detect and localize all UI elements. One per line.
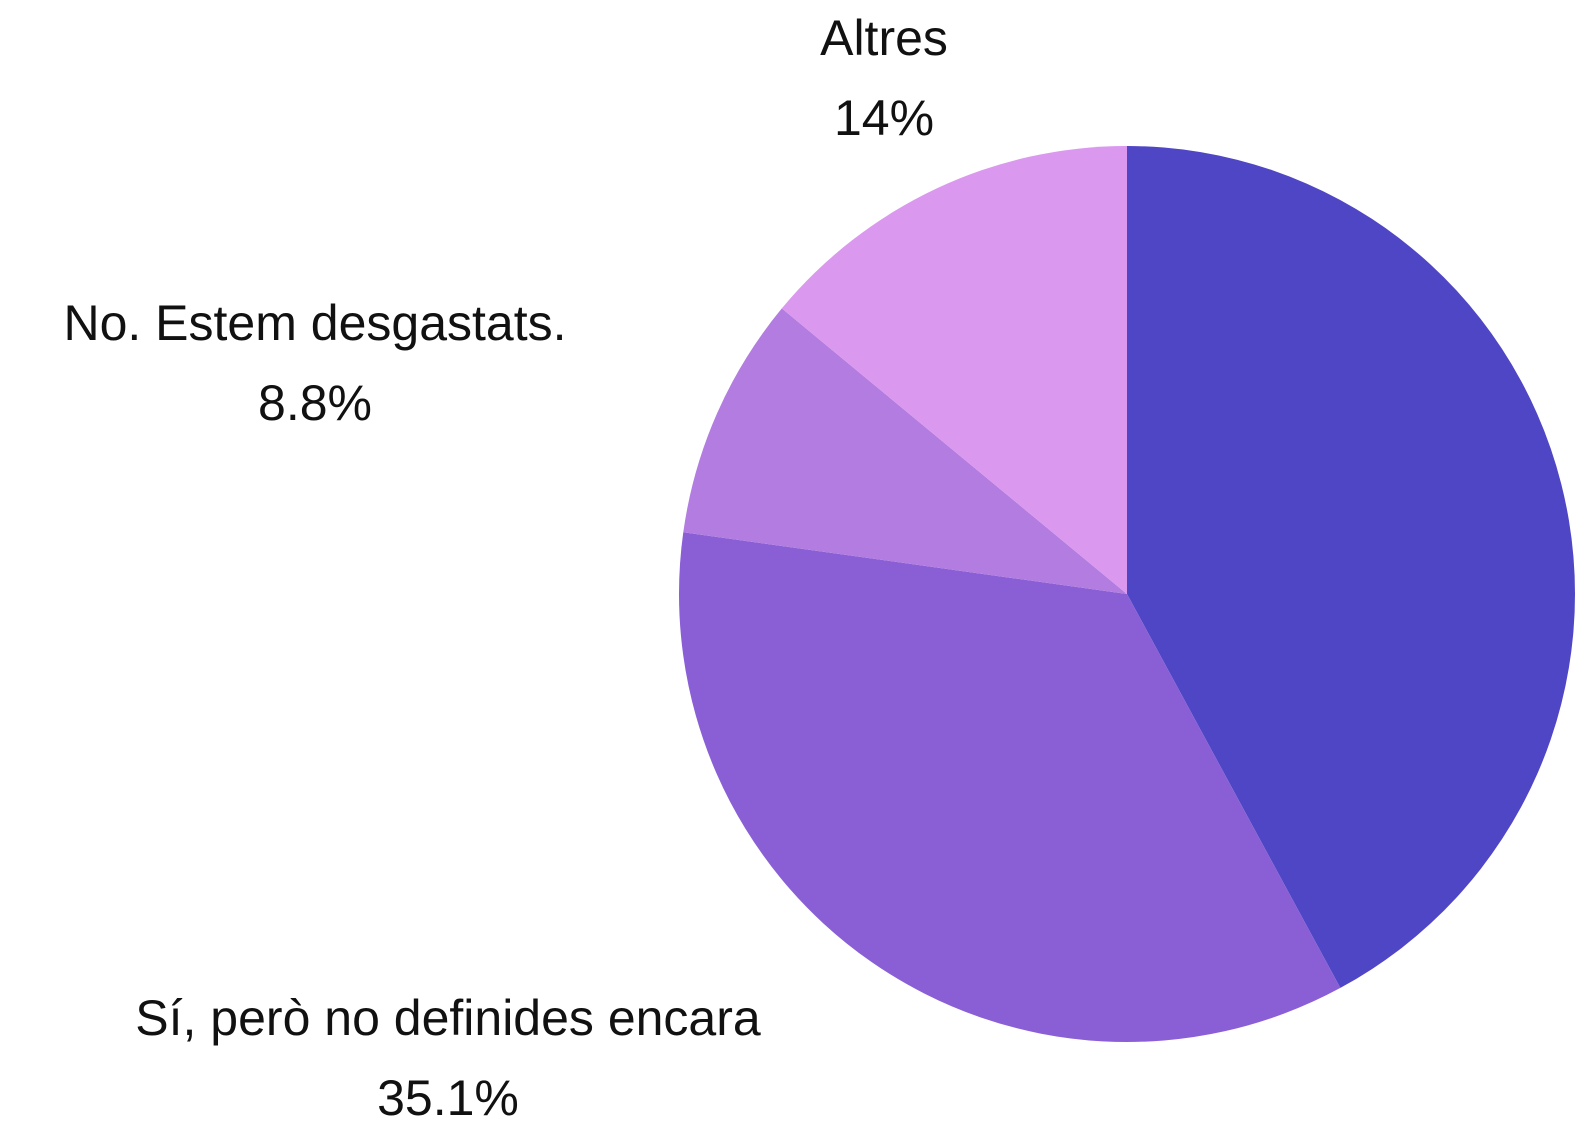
slice-value-label: 14% [834, 90, 934, 146]
pie-slice [683, 308, 1127, 594]
pie-slice [678, 532, 1341, 1043]
slice-label: Altres [820, 10, 948, 66]
slice-label: No. Estem desgastats. [63, 295, 566, 351]
slice-label: Sí, però no definides encara [135, 990, 761, 1046]
pie-slice [781, 146, 1127, 594]
slice-value-label: 35.1% [377, 1070, 519, 1126]
slice-value-label: 8.8% [258, 375, 372, 431]
pie-slice [1127, 146, 1576, 988]
